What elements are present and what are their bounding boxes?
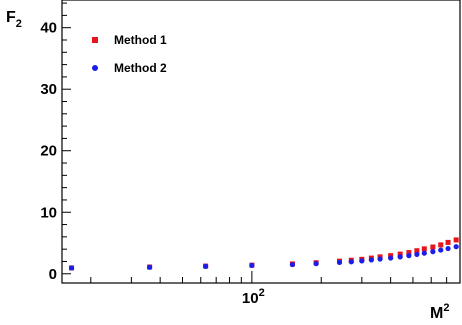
legend-label: Method 1 [114, 33, 167, 47]
y-tick-label: 0 [49, 266, 57, 283]
method-2-point [289, 261, 296, 268]
legend-marker-method-2 [92, 65, 98, 71]
method-2-point [68, 265, 75, 271]
method-2-point [445, 245, 451, 252]
method-2-point [397, 254, 403, 260]
method-2-point [438, 247, 444, 253]
method-1-point [397, 251, 403, 257]
method-2-point [421, 250, 427, 256]
axes: 010203040102103 [40, 2, 461, 307]
series-1-marks [69, 237, 459, 271]
method-1-point [421, 246, 427, 252]
method-2-point [147, 264, 153, 270]
method-1-point [406, 250, 412, 256]
method-2-point [377, 256, 383, 262]
x-tick-label: 102 [242, 287, 265, 307]
legend-marker-method-1 [92, 37, 98, 43]
y-axis-title: F2 [6, 9, 22, 30]
method-2-point [336, 259, 343, 265]
method-1-point [438, 242, 444, 248]
method-1-point [453, 237, 459, 243]
method-2-point [368, 257, 374, 263]
method-2-point [313, 261, 319, 267]
legend-label: Method 2 [114, 61, 167, 75]
method-2-point [359, 258, 365, 264]
method-2-point [249, 262, 255, 269]
data-marks [68, 237, 459, 271]
method-1-point [445, 239, 451, 245]
method-2-point [348, 259, 354, 265]
y-tick-label: 20 [40, 143, 57, 160]
method-2-point [203, 263, 209, 269]
method-2-point [388, 255, 394, 261]
method-2-point [414, 251, 420, 257]
y-tick-label: 30 [40, 81, 57, 98]
x-axis-title: M2 [430, 302, 449, 322]
series-2-marks [68, 244, 459, 271]
plot-frame [61, 0, 461, 284]
legend: Method 1 Method 2 [92, 33, 167, 75]
method-1-point [414, 248, 420, 254]
method-2-point [453, 244, 459, 250]
method-1-point [430, 244, 436, 250]
method-2-point [406, 253, 412, 259]
method-2-point [430, 249, 436, 255]
y-tick-label: 40 [40, 20, 57, 37]
y-tick-label: 10 [40, 204, 57, 221]
